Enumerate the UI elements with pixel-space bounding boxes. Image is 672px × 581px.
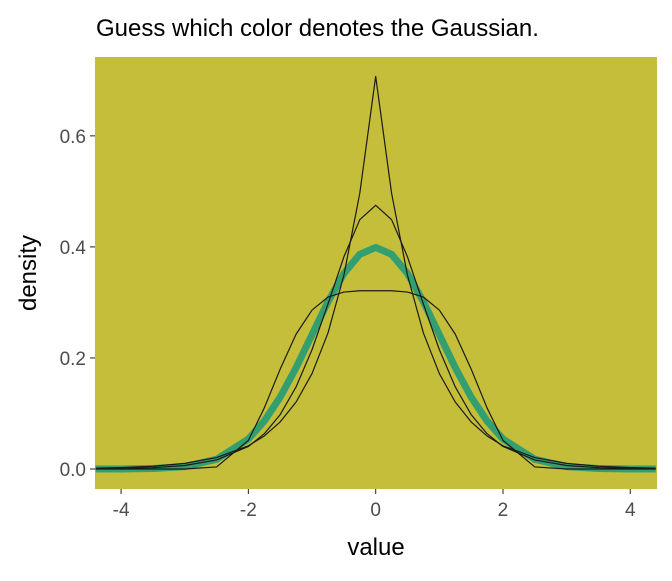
y-tick-label: 0.6	[60, 127, 86, 148]
x-tick-label: 4	[625, 500, 636, 521]
plot-lines	[95, 75, 656, 473]
density-line	[95, 243, 656, 473]
x-tick-label: 2	[498, 500, 509, 521]
x-axis-label: value	[347, 534, 404, 561]
x-tick-label: -4	[113, 500, 130, 521]
density-line	[95, 290, 656, 470]
chart-title: Guess which color denotes the Gaussian.	[96, 15, 539, 42]
plot-panel	[95, 57, 657, 489]
y-tick-label: 0.4	[60, 238, 87, 259]
y-axis-label: density	[15, 235, 42, 311]
y-tick-label: 0.2	[60, 349, 86, 370]
x-tick-label: 0	[370, 500, 381, 521]
x-tick-label: -2	[240, 500, 257, 521]
density-line	[95, 204, 656, 470]
y-tick-label: 0.0	[60, 460, 86, 481]
density-line	[95, 75, 656, 469]
